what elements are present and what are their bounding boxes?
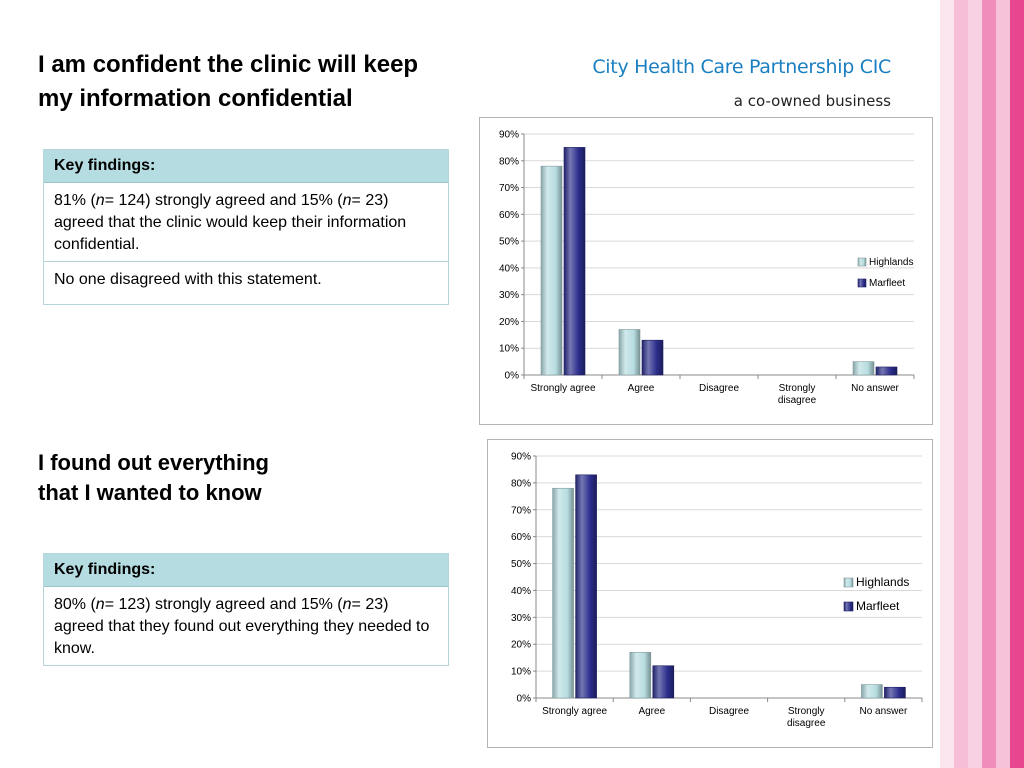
- findings-text-part: = 23) agreed that they found out everyth…: [54, 596, 430, 657]
- x-category-label: Strongly: [779, 383, 816, 394]
- y-tick-label: 80%: [511, 478, 531, 489]
- y-tick-label: 90%: [511, 452, 531, 463]
- stripe: [940, 0, 954, 768]
- legend-swatch: [857, 278, 867, 288]
- y-tick-label: 60%: [511, 532, 531, 543]
- bar-highlands-no-answer: [861, 684, 883, 699]
- x-category-label: Disagree: [699, 383, 739, 394]
- y-tick-label: 80%: [499, 156, 519, 167]
- y-tick-label: 0%: [505, 371, 520, 382]
- key-findings-label: Key findings:: [44, 554, 448, 587]
- bar-chart-2-svg: 0% 10% 20% 30% 40% 50% 60% 70% 80% 90% Strongly ag…: [511, 452, 923, 729]
- y-tick-label: 0%: [517, 694, 532, 705]
- legend-label: Marfleet: [869, 278, 905, 289]
- heading-line: I am confident the clinic will keep: [38, 51, 419, 78]
- x-category-label: Agree: [628, 383, 655, 394]
- bar-highlands-no-answer: [852, 361, 875, 376]
- x-category-label: disagree: [787, 718, 826, 729]
- heading-line: I found out everything: [38, 450, 269, 475]
- x-category-label: No answer: [859, 706, 907, 717]
- stripe: [968, 0, 982, 768]
- findings-text-italic: n: [95, 192, 105, 209]
- bar-chart-1-svg: 0% 10% 20% 30% 40% 50% 60% 70% 80% 90% Strongly ag…: [499, 130, 915, 406]
- findings-text-part: 81% (: [54, 192, 96, 209]
- x-category-label: No answer: [851, 383, 899, 394]
- findings-text-italic: n: [342, 596, 352, 613]
- heading-line: my information confidential: [38, 85, 353, 112]
- key-findings-text: No one disagreed with this statement.: [44, 261, 448, 304]
- y-tick-label: 30%: [511, 613, 531, 624]
- y-tick-label: 30%: [499, 290, 519, 301]
- bar-marfleet-no-answer: [884, 686, 906, 699]
- findings-text-italic: n: [342, 192, 352, 209]
- y-tick-label: 70%: [511, 505, 531, 516]
- findings-text-part: No one disagreed with this statement.: [54, 271, 322, 288]
- brand-tagline: a co-owned business: [733, 92, 891, 110]
- y-tick-label: 70%: [499, 183, 519, 194]
- bar-highlands-agree: [629, 651, 652, 699]
- x-category-label: Strongly agree: [542, 706, 607, 717]
- heading-line: that I wanted to know: [38, 480, 262, 505]
- bar-marfleet-agree: [652, 665, 675, 699]
- legend-label: Highlands: [869, 257, 913, 268]
- legend-label: Marfleet: [856, 599, 900, 613]
- key-findings-label: Key findings:: [44, 150, 448, 183]
- x-category-label: Agree: [638, 706, 665, 717]
- findings-text-part: 80% (: [54, 596, 96, 613]
- y-tick-label: 20%: [511, 640, 531, 651]
- y-tick-label: 90%: [499, 130, 519, 141]
- findings-text-part: = 124) strongly agreed and 15% (: [104, 192, 343, 209]
- bar-highlands-agree: [618, 329, 641, 376]
- decorative-side-stripes: [940, 0, 1024, 768]
- bar-marfleet-strongly-agree: [563, 147, 586, 376]
- x-category-label: Disagree: [709, 706, 749, 717]
- x-category-label: disagree: [778, 395, 817, 406]
- stripe: [1010, 0, 1024, 768]
- key-findings-text: 81% (n= 124) strongly agreed and 15% (n=…: [44, 183, 448, 261]
- findings-text-part: = 23) agreed that the clinic would keep …: [54, 192, 407, 253]
- bar-marfleet-strongly-agree: [575, 474, 597, 699]
- findings-text-italic: n: [95, 596, 105, 613]
- x-category-label: Strongly agree: [530, 383, 595, 394]
- x-category-label: Strongly: [788, 706, 825, 717]
- legend-swatch: [857, 257, 867, 267]
- y-tick-label: 20%: [499, 317, 519, 328]
- section-2-heading: I found out everything that I wanted to …: [38, 448, 438, 508]
- key-findings-box-2: Key findings: 80% (n= 123) strongly agre…: [43, 553, 449, 666]
- bar-chart-2: 0% 10% 20% 30% 40% 50% 60% 70% 80% 90% Strongly ag…: [487, 439, 933, 748]
- y-tick-label: 40%: [499, 263, 519, 274]
- bar-highlands-strongly-agree: [552, 487, 574, 699]
- section-1-heading: I am confident the clinic will keep my i…: [38, 48, 508, 116]
- y-tick-label: 10%: [511, 667, 531, 678]
- findings-text-part: = 123) strongly agreed and 15% (: [104, 596, 343, 613]
- bar-chart-1: 0% 10% 20% 30% 40% 50% 60% 70% 80% 90% Strongly ag…: [479, 117, 933, 425]
- legend-label: Highlands: [856, 575, 909, 589]
- bar-marfleet-agree: [641, 339, 664, 376]
- stripe: [982, 0, 996, 768]
- bar-marfleet-no-answer: [875, 366, 898, 376]
- y-tick-label: 50%: [499, 237, 519, 248]
- stripe: [954, 0, 968, 768]
- bar-highlands-strongly-agree: [540, 165, 563, 376]
- y-tick-label: 40%: [511, 586, 531, 597]
- legend-swatch: [843, 577, 854, 588]
- y-tick-label: 10%: [499, 344, 519, 355]
- stripe: [996, 0, 1010, 768]
- y-tick-label: 50%: [511, 559, 531, 570]
- key-findings-box-1: Key findings: 81% (n= 124) strongly agre…: [43, 149, 449, 305]
- y-tick-label: 60%: [499, 210, 519, 221]
- brand-logo-name: City Health Care Partnership CIC: [592, 56, 891, 78]
- legend-swatch: [843, 601, 854, 612]
- key-findings-text: 80% (n= 123) strongly agreed and 15% (n=…: [44, 587, 448, 665]
